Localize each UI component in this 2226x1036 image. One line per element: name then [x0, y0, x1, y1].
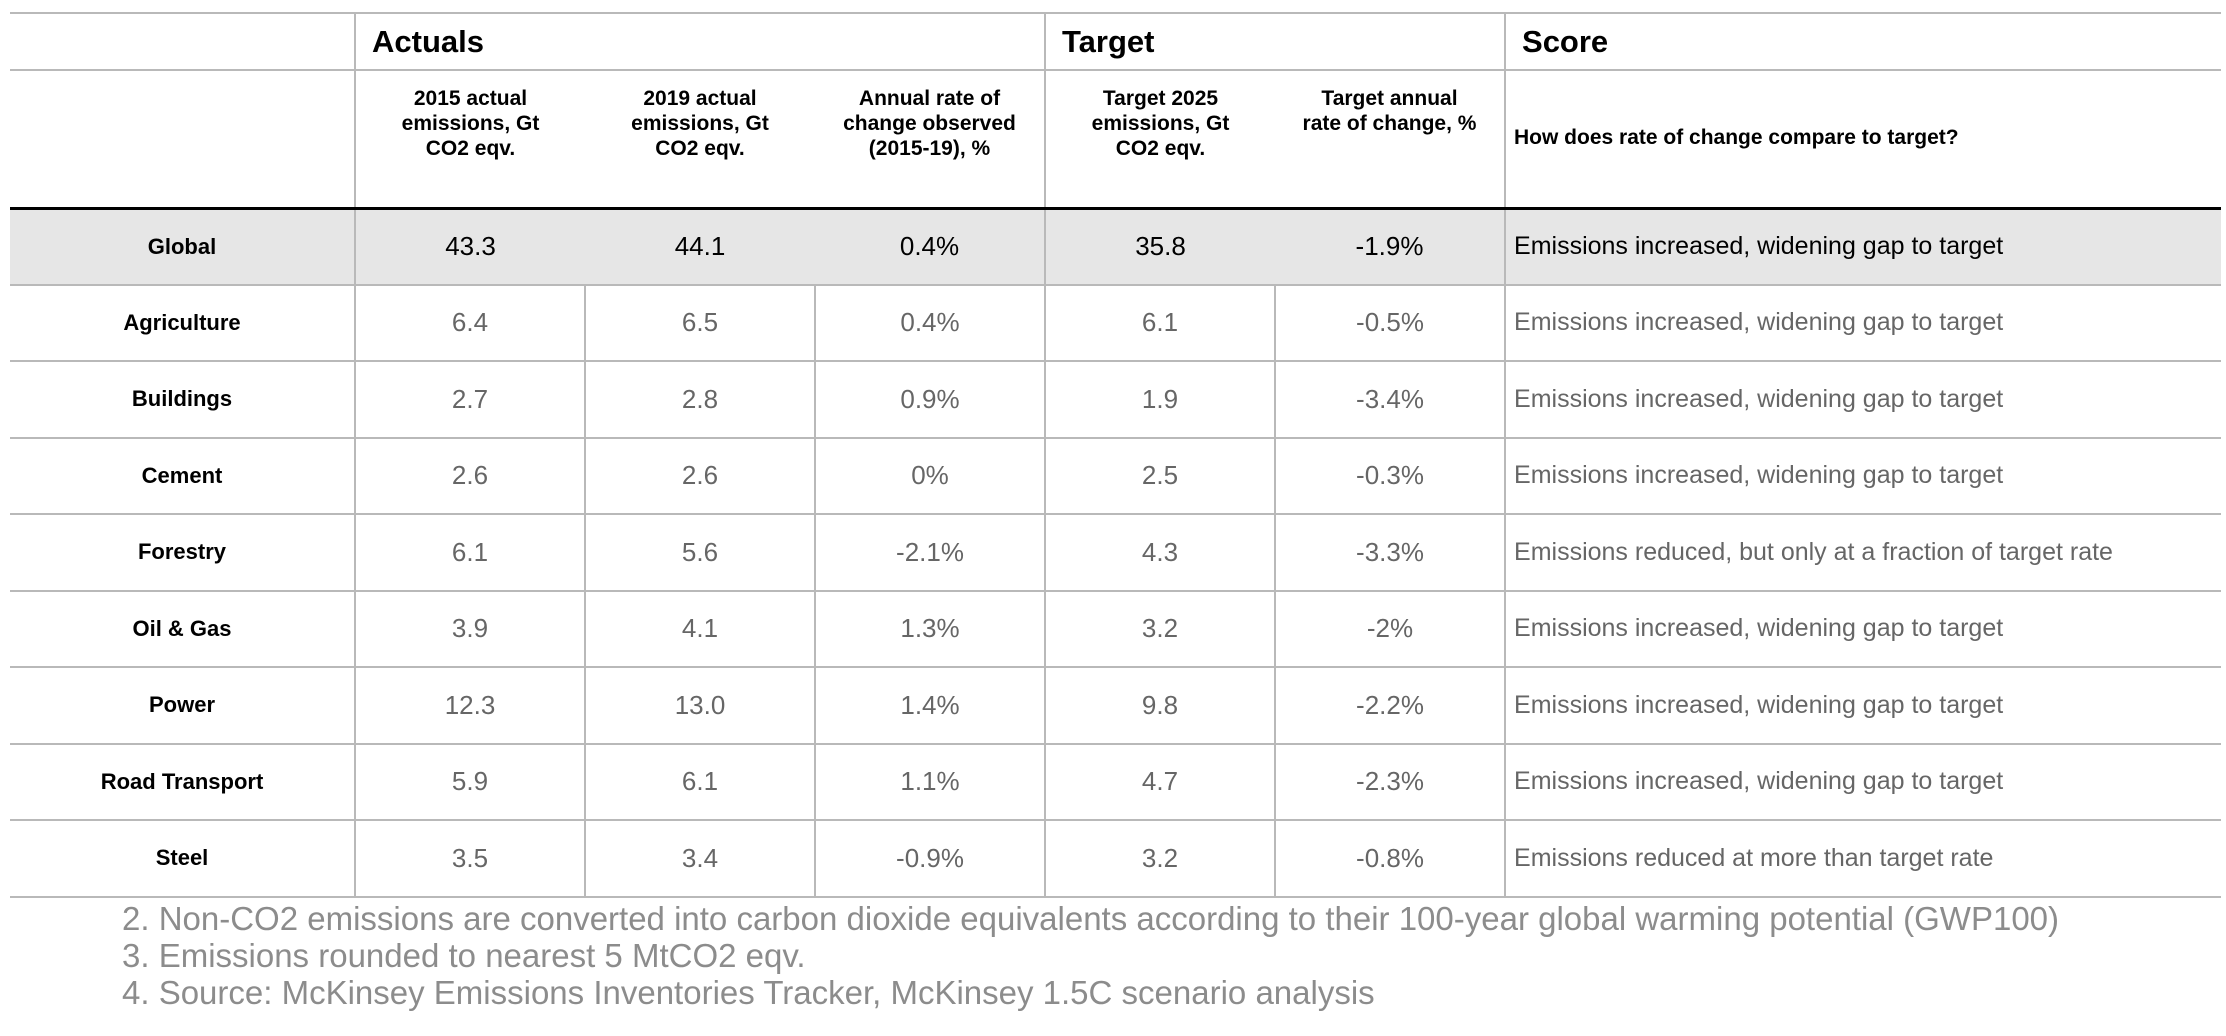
table-row: Buildings 2.7 2.8 0.9% 1.9 -3.4% Emissions inc…: [10, 361, 2222, 439]
actual-2015-cell: 6.4: [354, 284, 585, 362]
table-row: Global 43.3 44.1 0.4% 35.8 -1.9% Emissions inc…: [10, 208, 2222, 286]
actual-2015-cell: 12.3: [354, 667, 585, 745]
score-cell: Emissions increased, widening gap to tar…: [1504, 743, 2222, 821]
target-annual-rate-cell: -2%: [1273, 590, 1506, 668]
actual-2015-cell: 5.9: [354, 743, 585, 821]
target-2025-cell: 35.8: [1044, 208, 1275, 286]
score-cell: Emissions increased, widening gap to tar…: [1504, 667, 2222, 745]
column-header-row: 2015 actual emissions, Gt CO2 eqv. 2019 …: [10, 69, 2222, 210]
actual-2019-cell: 13.0: [584, 667, 815, 745]
sector-label-cell: Oil & Gas: [10, 590, 355, 668]
score-cell: Emissions increased, widening gap to tar…: [1504, 437, 2222, 515]
sector-label-cell: Forestry: [10, 514, 355, 592]
annual-rate-observed-cell: 0.4%: [815, 208, 1045, 286]
table-row: Power 12.3 13.0 1.4% 9.8 -2.2% Emissions incre…: [10, 667, 2222, 745]
score-cell: Emissions reduced, but only at a fractio…: [1504, 514, 2222, 592]
corner-cell: [10, 12, 355, 70]
actual-2015-cell: 43.3: [354, 208, 585, 286]
target-2025-cell: 2.5: [1044, 437, 1275, 515]
actual-2019-cell: 44.1: [585, 208, 815, 286]
target-2025-cell: 3.2: [1044, 820, 1275, 898]
column-header-label: 2015 actual emissions, Gt CO2 eqv.: [401, 87, 540, 160]
actual-2019-cell: 4.1: [584, 590, 815, 668]
emissions-table: Actuals Target Score 2015 actual emissio…: [10, 12, 2222, 898]
column-header-label: Target 2025 emissions, Gt CO2 eqv.: [1091, 87, 1230, 160]
footnote: 3. Emissions rounded to nearest 5 MtCO2 …: [122, 937, 806, 974]
target-annual-rate-cell: -3.4%: [1273, 361, 1506, 439]
score-cell: Emissions increased, widening gap to tar…: [1504, 284, 2222, 362]
target-annual-rate-cell: -0.8%: [1273, 820, 1506, 898]
target-annual-rate-cell: -1.9%: [1275, 208, 1506, 286]
group-header-actuals: Actuals: [354, 12, 1045, 70]
target-annual-rate-cell: -2.2%: [1273, 667, 1506, 745]
actual-2019-cell: 5.6: [584, 514, 815, 592]
annual-rate-observed-cell: 0.4%: [814, 284, 1045, 362]
table-row: Cement 2.6 2.6 0% 2.5 -0.3% Emissions increase…: [10, 437, 2222, 515]
group-header-target: Target: [1043, 12, 1506, 70]
sector-label-cell: Buildings: [10, 361, 355, 439]
actual-2019-cell: 6.5: [584, 284, 815, 362]
annual-rate-observed-cell: 1.4%: [814, 667, 1045, 745]
footnote: 4. Source: McKinsey Emissions Inventorie…: [122, 974, 1375, 1011]
column-header-annual-rate-observed: Annual rate of change observed (2015-19)…: [815, 69, 1045, 210]
score-cell: Emissions increased, widening gap to tar…: [1504, 361, 2222, 439]
target-annual-rate-cell: -2.3%: [1273, 743, 1506, 821]
table-row: Oil & Gas 3.9 4.1 1.3% 3.2 -2% Emissions incre…: [10, 590, 2222, 668]
sector-label-cell: Cement: [10, 437, 355, 515]
actual-2015-cell: 3.5: [354, 820, 585, 898]
column-header-label: 2019 actual emissions, Gt CO2 eqv.: [631, 87, 769, 160]
actual-2019-cell: 3.4: [584, 820, 815, 898]
actual-2019-cell: 2.6: [584, 437, 815, 515]
score-cell: Emissions increased, widening gap to tar…: [1504, 208, 2222, 286]
column-header-2015-actual: 2015 actual emissions, Gt CO2 eqv.: [354, 69, 585, 210]
sector-label-cell: Steel: [10, 820, 355, 898]
group-header-row: Actuals Target Score: [10, 12, 2222, 70]
actual-2015-cell: 6.1: [354, 514, 585, 592]
annual-rate-observed-cell: 1.1%: [814, 743, 1045, 821]
target-2025-cell: 4.7: [1044, 743, 1275, 821]
column-header-label: Annual rate of change observed (2015-19)…: [843, 87, 1016, 160]
target-annual-rate-cell: -0.5%: [1273, 284, 1506, 362]
sector-label-cell: Power: [10, 667, 355, 745]
target-annual-rate-cell: -0.3%: [1273, 437, 1506, 515]
sector-label-cell: Road Transport: [10, 743, 355, 821]
annual-rate-observed-cell: 0%: [814, 437, 1045, 515]
table-row: Road Transport 5.9 6.1 1.1% 4.7 -2.3% Emission…: [10, 743, 2222, 821]
target-2025-cell: 9.8: [1044, 667, 1275, 745]
target-2025-cell: 3.2: [1044, 590, 1275, 668]
score-cell: Emissions reduced at more than target ra…: [1504, 820, 2222, 898]
column-header-target-annual-rate: Target annual rate of change, %: [1275, 69, 1506, 210]
column-header-2019-actual: 2019 actual emissions, Gt CO2 eqv.: [585, 69, 815, 210]
sector-label-cell: Agriculture: [10, 284, 355, 362]
table-row: Forestry 6.1 5.6 -2.1% 4.3 -3.3% Emissions red…: [10, 514, 2222, 592]
table-body: Global 43.3 44.1 0.4% 35.8 -1.9% Emissions inc…: [10, 208, 2222, 898]
column-header-score-question: How does rate of change compare to targe…: [1504, 69, 2222, 210]
target-2025-cell: 4.3: [1044, 514, 1275, 592]
column-header-label: Target annual rate of change, %: [1302, 87, 1477, 135]
annual-rate-observed-cell: -0.9%: [814, 820, 1045, 898]
table-row: Steel 3.5 3.4 -0.9% 3.2 -0.8% Emissions reduce…: [10, 820, 2222, 898]
footnotes: 2. Non-CO2 emissions are converted into …: [122, 900, 2059, 1011]
actual-2015-cell: 2.7: [354, 361, 585, 439]
actual-2019-cell: 6.1: [584, 743, 815, 821]
group-header-score: Score: [1504, 12, 2222, 70]
footnote: 2. Non-CO2 emissions are converted into …: [122, 900, 2060, 937]
annual-rate-observed-cell: 1.3%: [814, 590, 1045, 668]
annual-rate-observed-cell: 0.9%: [814, 361, 1045, 439]
sector-header-blank: [10, 69, 355, 210]
target-2025-cell: 6.1: [1044, 284, 1275, 362]
column-header-target-2025: Target 2025 emissions, Gt CO2 eqv.: [1044, 69, 1275, 210]
target-annual-rate-cell: -3.3%: [1273, 514, 1506, 592]
actual-2015-cell: 3.9: [354, 590, 585, 668]
target-2025-cell: 1.9: [1044, 361, 1275, 439]
actual-2015-cell: 2.6: [354, 437, 585, 515]
sector-label-cell: Global: [10, 208, 355, 286]
score-cell: Emissions increased, widening gap to tar…: [1504, 590, 2222, 668]
actual-2019-cell: 2.8: [584, 361, 815, 439]
table-row: Agriculture 6.4 6.5 0.4% 6.1 -0.5% Emissions i…: [10, 284, 2222, 362]
annual-rate-observed-cell: -2.1%: [814, 514, 1045, 592]
